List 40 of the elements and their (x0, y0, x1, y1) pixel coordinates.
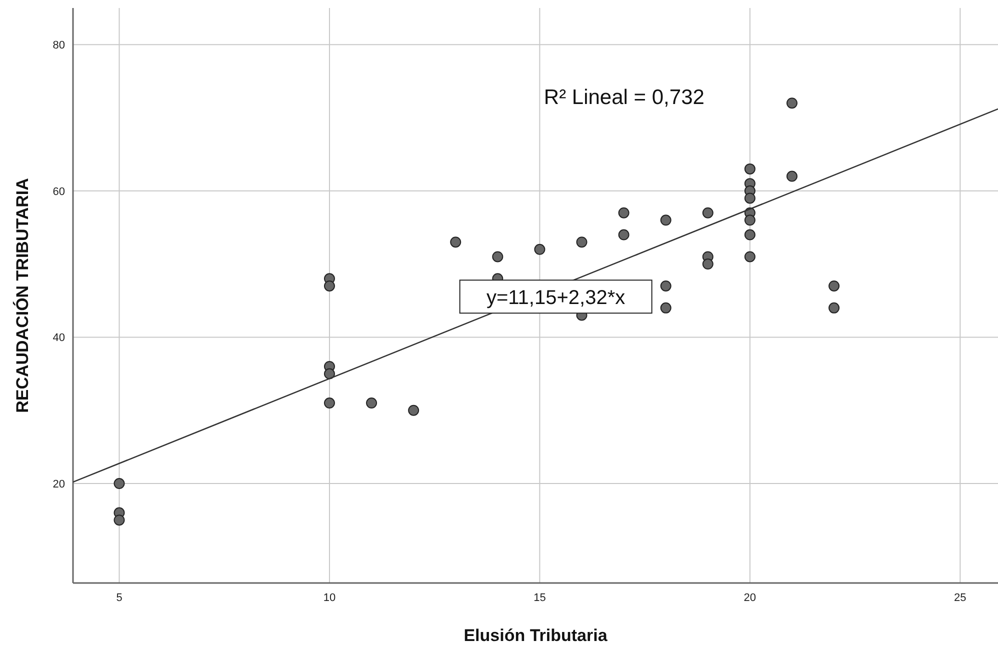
point (744, 192, 756, 204)
point (660, 280, 672, 292)
point (324, 280, 335, 292)
point (114, 514, 125, 526)
x-axis-title: Elusión Tributaria (464, 626, 608, 645)
x-tick-label: 25 (954, 592, 966, 604)
point (702, 207, 714, 218)
x-tick-label: 10 (323, 592, 336, 604)
y-tick-label: 40 (52, 332, 65, 344)
point (492, 251, 504, 262)
y-tick-label: 80 (52, 40, 65, 52)
point (576, 236, 588, 248)
point (660, 214, 672, 226)
point (828, 302, 840, 314)
point (114, 478, 125, 490)
point (702, 258, 714, 270)
point (786, 170, 798, 182)
y-axis-title: RECAUDACIÓN TRIBUTARIA (12, 178, 32, 413)
point (744, 163, 756, 174)
point (744, 251, 756, 262)
x-tick-label: 5 (116, 592, 122, 604)
annotation: y=11,15+2,32*x (486, 287, 626, 310)
point (324, 368, 335, 380)
point (618, 229, 630, 240)
point (450, 236, 462, 248)
y-tick-label: 20 (52, 478, 65, 491)
point (786, 98, 798, 109)
point (828, 280, 840, 292)
point (744, 229, 756, 240)
annotation: R² Lineal = 0,732 (544, 86, 704, 109)
x-tick-label: 15 (534, 592, 546, 604)
point (534, 244, 546, 255)
x-tick-label: 20 (744, 592, 756, 604)
point (324, 398, 335, 409)
point (660, 302, 672, 314)
point (744, 214, 756, 226)
point (408, 404, 420, 416)
point (618, 207, 630, 218)
point (366, 398, 378, 409)
y-tick-label: 60 (52, 186, 65, 198)
